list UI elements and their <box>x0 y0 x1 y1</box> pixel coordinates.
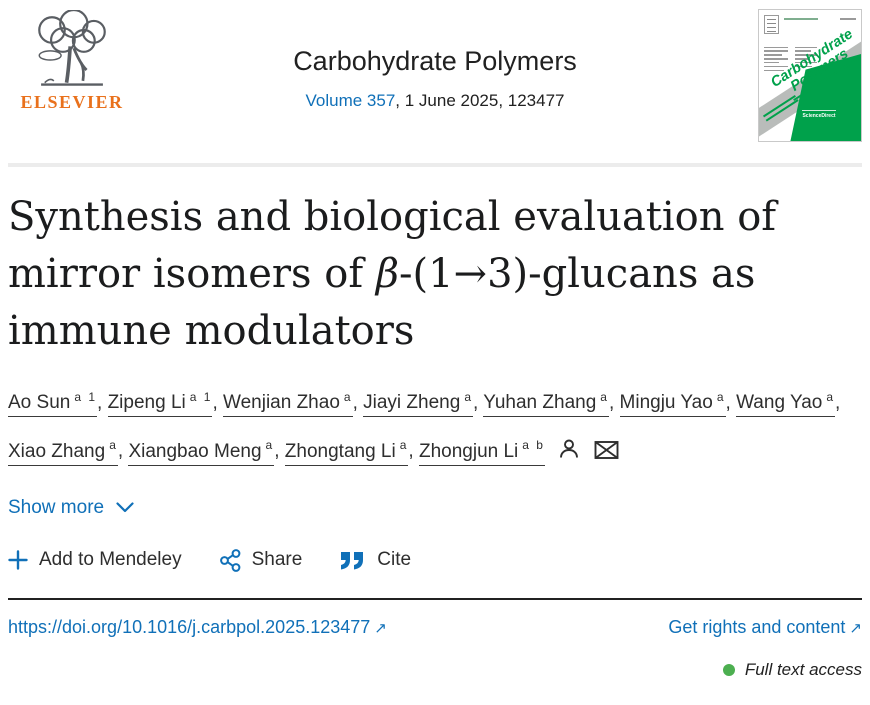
cover-editors-text-2 <box>795 44 817 68</box>
author-affiliation-sup: a <box>265 438 275 453</box>
section-divider <box>8 597 862 600</box>
cover-mini-logo <box>764 15 779 34</box>
external-link-icon: ↗ <box>374 619 387 637</box>
cover-brand-text: ScienceDirect <box>802 113 836 120</box>
author-separator: , <box>473 392 484 414</box>
author-affiliation-sup: a <box>716 390 726 404</box>
author-link[interactable]: Zhongjun Li a b <box>418 438 545 466</box>
author-person-icon[interactable] <box>558 438 580 463</box>
author-link[interactable]: Xiangbao Meng a <box>128 438 275 466</box>
author-separator: , <box>212 392 223 414</box>
author-separator: , <box>725 392 737 414</box>
author-separator: , <box>835 392 841 414</box>
elsevier-tree-icon <box>38 10 106 86</box>
author-separator: , <box>608 392 620 414</box>
cover-editors-text <box>764 44 788 72</box>
author-separator: , <box>117 440 129 462</box>
doi-row: https://doi.org/10.1016/j.carbpol.2025.1… <box>8 617 862 638</box>
author-affiliation-sup: a <box>109 438 118 453</box>
access-label: Full text access <box>744 659 862 679</box>
author-link[interactable]: Yuhan Zhang a <box>483 390 609 418</box>
access-dot-icon <box>722 663 735 676</box>
header-divider <box>8 163 862 167</box>
doi-link[interactable]: https://doi.org/10.1016/j.carbpol.2025.1… <box>8 616 387 637</box>
cite-button[interactable]: Cite <box>340 549 411 571</box>
author-separator: , <box>352 392 364 414</box>
show-more-label: Show more <box>8 496 105 518</box>
publisher-wordmark: ELSEVIER <box>20 92 124 112</box>
action-toolbar: Add to Mendeley Share Cite <box>8 548 862 572</box>
beta-symbol: β <box>375 251 399 297</box>
author-affiliation-sup: a <box>343 390 353 404</box>
author-separator: , <box>97 392 108 414</box>
author-list: Ao Sun a 1, Zipeng Li a 1, Wenjian Zhao a, … <box>8 376 862 473</box>
author-affiliation-sup: a <box>399 438 409 453</box>
author-link[interactable]: Mingju Yao a <box>619 390 726 418</box>
page-header: ELSEVIER Carbohydrate Polymers Volume 35… <box>0 0 870 167</box>
author-affiliation-sup: a <box>464 390 473 404</box>
author-affiliation-sup: a 1 <box>189 390 213 404</box>
article-title: Synthesis and biological evaluation of m… <box>8 194 777 354</box>
author-link[interactable]: Wenjian Zhao a <box>223 390 353 418</box>
author-link[interactable]: Jiayi Zheng a <box>363 390 473 418</box>
author-link[interactable]: Ao Sun a 1 <box>8 390 98 418</box>
journal-issue-line: Volume 357, 1 June 2025, 123477 <box>0 91 870 111</box>
share-icon <box>219 548 240 572</box>
show-more-button[interactable]: Show more <box>8 497 134 519</box>
author-link[interactable]: Wang Yao a <box>736 390 836 418</box>
rights-and-content-link[interactable]: Get rights and content ↗ <box>668 616 862 637</box>
author-separator: , <box>274 440 285 462</box>
author-affiliation-sup: a b <box>522 438 545 453</box>
add-to-mendeley-button[interactable]: Add to Mendeley <box>8 549 182 571</box>
issue-text: , 1 June 2025, 123477 <box>395 91 565 110</box>
cover-issn-line <box>840 18 856 20</box>
cover-volume-line <box>784 18 818 20</box>
journal-header: Carbohydrate Polymers Volume 357, 1 June… <box>0 46 870 111</box>
share-button[interactable]: Share <box>219 548 302 572</box>
author-separator: , <box>408 440 419 462</box>
author-affiliation-sup: a <box>600 390 609 404</box>
volume-link[interactable]: Volume 357 <box>305 91 396 110</box>
author-link[interactable]: Zhongtang Li a <box>284 438 409 466</box>
journal-title-link[interactable]: Carbohydrate Polymers <box>293 46 577 76</box>
chevron-down-icon <box>116 502 134 513</box>
external-link-icon: ↗ <box>849 619 862 637</box>
cite-icon <box>341 551 364 570</box>
author-affiliation-sup: a 1 <box>74 390 98 404</box>
journal-cover-link[interactable]: ScienceDirect Carbohydrate Polymers <box>758 9 862 142</box>
elsevier-logo-link[interactable]: ELSEVIER <box>12 10 132 113</box>
author-affiliation-sup: a <box>826 390 836 404</box>
author-link[interactable]: Xiao Zhang a <box>8 438 118 466</box>
author-link[interactable]: Zipeng Li a 1 <box>107 390 213 418</box>
plus-icon <box>8 550 28 570</box>
correspondence-email-icon[interactable] <box>594 440 619 463</box>
article-header-section: Synthesis and biological evaluation of m… <box>0 189 870 680</box>
access-status: Full text access <box>8 660 862 680</box>
